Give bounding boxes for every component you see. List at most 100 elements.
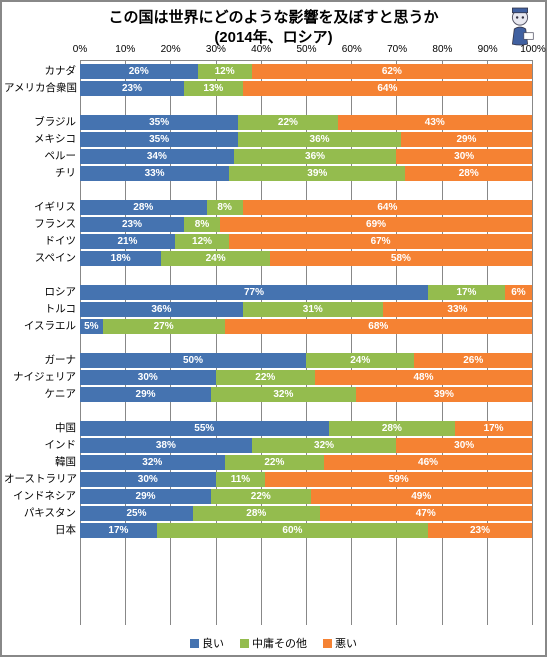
row-label: ナイジェリア (4, 369, 80, 386)
xaxis-labels: 0%10%20%30%40%50%60%70%80%90%100% (80, 44, 533, 58)
bar-row: カナダ26%12%62% (80, 63, 532, 80)
row-label: トルコ (4, 301, 80, 318)
bar-row: メキシコ35%36%29% (80, 131, 532, 148)
bar-segment-neutral: 17% (428, 285, 505, 300)
row-label: ブラジル (4, 114, 80, 131)
title-wrap: この国は世界にどのような影響を及ぼすと思うか (2014年、ロシア) (2, 2, 545, 49)
bar-row: スペイン18%24%58% (80, 250, 532, 267)
row-label: オーストラリア (4, 471, 80, 488)
row-label: メキシコ (4, 131, 80, 148)
xaxis-tick-label: 20% (161, 44, 181, 55)
bar-segment-good: 77% (80, 285, 428, 300)
bar-segment-neutral: 27% (103, 319, 225, 334)
bar-row: ブラジル35%22%43% (80, 114, 532, 131)
bar-segment-good: 25% (80, 506, 193, 521)
bar-segment-good: 29% (80, 489, 211, 504)
bar-segment-bad: 48% (315, 370, 532, 385)
bar-segment-bad: 39% (356, 387, 532, 402)
bar-segment-bad: 69% (220, 217, 532, 232)
xaxis-tick-label: 90% (478, 44, 498, 55)
bar-row: パキスタン25%28%47% (80, 505, 532, 522)
bar-row: 日本17%60%23% (80, 522, 532, 539)
bar-segment-neutral: 36% (238, 132, 401, 147)
bar-segment-neutral: 11% (216, 472, 266, 487)
bar-segment-neutral: 60% (157, 523, 428, 538)
bar-row: トルコ36%31%33% (80, 301, 532, 318)
bar-segment-bad: 59% (265, 472, 532, 487)
bar-segment-good: 21% (80, 234, 175, 249)
bar-row: チリ33%39%28% (80, 165, 532, 182)
row-label: イギリス (4, 199, 80, 216)
bar-segment-neutral: 22% (216, 370, 315, 385)
bar-segment-bad: 26% (414, 353, 532, 368)
row-label: イスラエル (4, 318, 80, 335)
bar-segment-neutral: 36% (234, 149, 397, 164)
legend-label: 中庸その他 (252, 638, 307, 650)
xaxis-tick-label: 40% (251, 44, 271, 55)
row-label: パキスタン (4, 505, 80, 522)
bar-segment-neutral: 31% (243, 302, 383, 317)
bar-row: イスラエル5%27%68% (80, 318, 532, 335)
bar-segment-neutral: 24% (161, 251, 269, 266)
bar-segment-good: 26% (80, 64, 198, 79)
bar-segment-good: 30% (80, 472, 216, 487)
bar-segment-neutral: 28% (193, 506, 320, 521)
mascot-icon (501, 6, 539, 48)
legend-item-bad: 悪い (323, 635, 357, 651)
bar-segment-good: 28% (80, 200, 207, 215)
bar-segment-good: 30% (80, 370, 216, 385)
xaxis-tick-label: 70% (387, 44, 407, 55)
bar-segment-good: 23% (80, 81, 184, 96)
bar-row: フランス23%8%69% (80, 216, 532, 233)
legend-item-good: 良い (190, 635, 224, 651)
plot-area: カナダ26%12%62%アメリカ合衆国23%13%64% ブラジル35%22%43… (80, 60, 533, 625)
legend-label: 良い (202, 638, 224, 650)
bar-segment-good: 32% (80, 455, 225, 470)
legend-item-neutral: 中庸その他 (240, 635, 307, 651)
xaxis-tick-label: 80% (432, 44, 452, 55)
bar-segment-neutral: 28% (329, 421, 456, 436)
bar-segment-bad: 49% (311, 489, 532, 504)
bar-segment-neutral: 8% (184, 217, 220, 232)
bar-segment-bad: 62% (252, 64, 532, 79)
bar-segment-bad: 29% (401, 132, 532, 147)
bar-segment-bad: 58% (270, 251, 532, 266)
bar-segment-bad: 23% (428, 523, 532, 538)
bar-segment-bad: 43% (338, 115, 532, 130)
bar-segment-neutral: 24% (306, 353, 414, 368)
row-label: ドイツ (4, 233, 80, 250)
chart-title-line1: この国は世界にどのような影響を及ぼすと思うか (2, 8, 545, 28)
bar-row: アメリカ合衆国23%13%64% (80, 80, 532, 97)
bar-segment-good: 23% (80, 217, 184, 232)
bar-segment-bad: 6% (505, 285, 532, 300)
row-label: アメリカ合衆国 (4, 80, 80, 97)
bar-segment-neutral: 13% (184, 81, 243, 96)
bar-segment-bad: 17% (455, 421, 532, 436)
legend-swatch (240, 639, 249, 648)
bar-segment-neutral: 12% (198, 64, 252, 79)
row-label: ロシア (4, 284, 80, 301)
bar-row: ロシア77%17%6% (80, 284, 532, 301)
bar-segment-bad: 30% (396, 438, 532, 453)
row-label: フランス (4, 216, 80, 233)
bar-row: 中国55%28%17% (80, 420, 532, 437)
bar-segment-bad: 68% (225, 319, 532, 334)
bar-segment-good: 29% (80, 387, 211, 402)
bar-row: オーストラリア30%11%59% (80, 471, 532, 488)
xaxis-tick-label: 100% (520, 44, 546, 55)
legend-label: 悪い (335, 638, 357, 650)
row-label: 中国 (4, 420, 80, 437)
bar-segment-good: 35% (80, 132, 238, 147)
bar-segment-bad: 30% (396, 149, 532, 164)
bar-segment-neutral: 22% (238, 115, 337, 130)
bar-segment-bad: 64% (243, 81, 532, 96)
bar-segment-bad: 46% (324, 455, 532, 470)
bar-segment-neutral: 39% (229, 166, 405, 181)
row-label: スペイン (4, 250, 80, 267)
bar-segment-bad: 67% (229, 234, 532, 249)
xaxis-tick-label: 10% (115, 44, 135, 55)
chart-container: この国は世界にどのような影響を及ぼすと思うか (2014年、ロシア) 0%10%… (0, 0, 547, 657)
legend: 良い 中庸その他 悪い (2, 635, 545, 651)
row-label: 日本 (4, 522, 80, 539)
bar-segment-good: 18% (80, 251, 161, 266)
